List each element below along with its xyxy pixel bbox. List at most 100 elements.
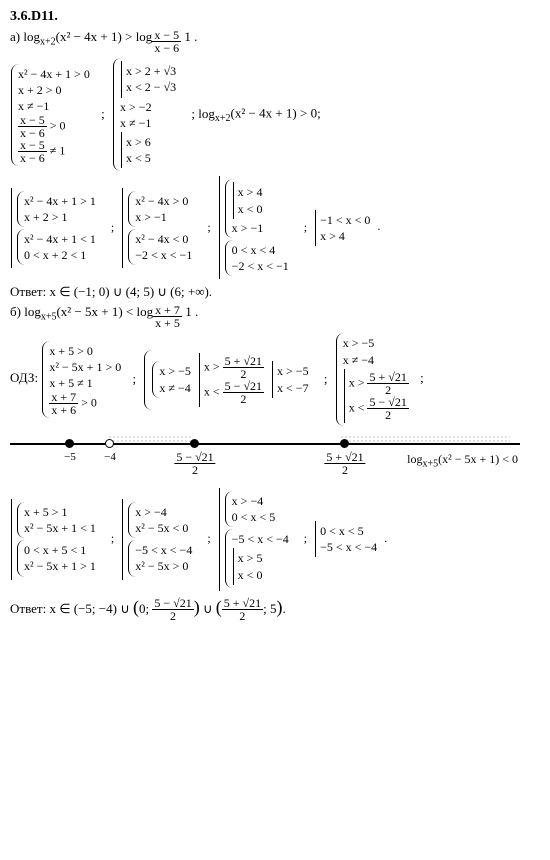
paren-r1: ) — [194, 597, 200, 617]
pt-neg5 — [65, 439, 74, 448]
sysB: x > −5 x ≠ −4 x > 5 + √212 x < 5 − √212 … — [144, 350, 315, 410]
part-b-problem: б) logx+5(x² − 5x + 1) < logx + 7x + 5 1… — [10, 304, 540, 330]
sysB-mid: x > 5 + √212 x < 5 − √212 — [199, 353, 267, 407]
sepBc2: ; — [207, 531, 210, 545]
sCm2l: x < — [349, 400, 365, 414]
sBm2d: 2 — [223, 393, 264, 405]
sys-2: x > 2 + √3 x < 2 − √3 x > −2 x ≠ −1 x > … — [113, 58, 183, 171]
sys2-b: x < 2 − √3 — [126, 79, 176, 95]
lab-root1: 5 − √212 — [174, 451, 215, 476]
number-line: −5 −4 5 − √212 5 + √212 logx+5(x² − 5x +… — [10, 435, 520, 469]
sepBc1: ; — [111, 531, 114, 545]
c2b0: x² − 4x < 0 — [135, 231, 192, 247]
sys2-r1: x > −2 — [120, 99, 180, 115]
sCm1l: x > — [349, 375, 365, 389]
c2a0: x² − 4x > 0 — [135, 193, 188, 209]
ex-arg: (x² − 5x + 1) < 0 — [438, 452, 518, 466]
rhs-expr-base: x+2 — [215, 113, 231, 124]
c3b1: −2 < x < −1 — [232, 258, 289, 274]
bc2a1: x² − 5x < 0 — [135, 520, 188, 536]
part-a-label: а) — [10, 29, 20, 44]
sCt1: x ≠ −4 — [343, 352, 413, 368]
lhs-arg: (x² − 4x + 1) — [56, 29, 122, 44]
c3a0: x > 4 — [238, 184, 263, 200]
lab-root2: 5 + √212 — [324, 451, 365, 476]
c1b0: x² − 4x + 1 < 1 — [24, 231, 96, 247]
sepB3: ; — [420, 371, 424, 386]
ex-base: x+5 — [422, 458, 438, 469]
lab-neg5: −5 — [64, 451, 76, 465]
rhs-one: 1 . — [184, 29, 197, 44]
chainA-4: −1 < x < 0 x > 4 — [315, 210, 373, 246]
sCt0: x > −5 — [343, 335, 413, 351]
sysA: x + 5 > 0 x² − 5x + 1 > 0 x + 5 ≠ 1 x + … — [42, 341, 124, 419]
bc1a0: x + 5 > 1 — [24, 504, 96, 520]
chainA-outer: x² − 4x + 1 > 1 x + 2 > 1 x² − 4x + 1 < … — [11, 188, 103, 269]
sCm1n: 5 + √21 — [367, 371, 408, 384]
hatch-1 — [108, 435, 193, 442]
part-b-odz: ОДЗ: x + 5 > 0 x² − 5x + 1 > 0 x + 5 ≠ 1… — [10, 332, 540, 426]
bans-i1l: 0; — [139, 601, 149, 616]
rhs-log: log — [136, 29, 153, 44]
b-rhs-bd: x + 5 — [153, 317, 182, 329]
sep-1: ; — [101, 106, 105, 121]
sys2-r3: x > 6 — [126, 134, 151, 150]
dot-end-a: . — [377, 220, 380, 234]
rhs-base-den: x − 6 — [152, 42, 181, 54]
problem-id: 3.6.D11. — [10, 8, 540, 26]
bans-post: . — [282, 601, 285, 616]
sBm1n: 5 + √21 — [223, 355, 264, 368]
part-a-problem: а) logx+2(x² − 4x + 1) > logx − 5x − 6 1… — [10, 29, 540, 55]
c1b1: 0 < x + 2 < 1 — [24, 247, 96, 263]
sysB-bot: x > −5 x < −7 — [272, 361, 312, 397]
sepB2: ; — [324, 371, 328, 386]
b-lhs-log: log — [24, 304, 41, 319]
chainA-2-outer: x² − 4x > 0 x > −1 x² − 4x < 0 −2 < x < … — [122, 188, 199, 269]
sBm2n: 5 − √21 — [223, 380, 264, 393]
bc3a0: x > −4 — [232, 493, 276, 509]
part-b-answer: Ответ: x ∈ (−5; −4) ∪ (0; 5 − √212) ∪ (5… — [10, 596, 540, 623]
chainA-3b: 0 < x < 4 −2 < x < −1 — [225, 240, 292, 276]
sCm2n: 5 − √21 — [367, 396, 408, 409]
lhs-base: x+2 — [40, 36, 56, 47]
axis — [10, 443, 520, 445]
sysC: x > −5 x ≠ −4 x > 5 + √212 x < 5 − √212 — [336, 333, 416, 425]
sBm1l: x > — [204, 359, 220, 373]
sBt1: x ≠ −4 — [159, 380, 191, 396]
chainA-3a-alt: x > 4 x < 0 — [233, 182, 266, 218]
sep-c1: ; — [111, 220, 114, 234]
part-a-answer: Ответ: x ∈ (−1; 0) ∪ (4; 5) ∪ (6; +∞). — [10, 284, 540, 300]
sCm1d: 2 — [367, 384, 408, 396]
sys1-r2: x + 2 > 0 — [18, 82, 90, 98]
sys2-r2: x ≠ −1 — [120, 115, 180, 131]
sBt0: x > −5 — [159, 363, 191, 379]
sA2: x + 5 ≠ 1 — [49, 375, 121, 391]
lt: < — [126, 304, 133, 319]
bc3b0: −5 < x < −4 — [232, 531, 289, 547]
lr2d: 2 — [324, 464, 365, 476]
c2b1: −2 < x < −1 — [135, 247, 192, 263]
sep-c3: ; — [304, 220, 307, 234]
sep-c2: ; — [207, 220, 210, 234]
sys1-f1r: > 0 — [50, 118, 66, 132]
sBm1d: 2 — [223, 368, 264, 380]
sepBc3: ; — [304, 531, 307, 545]
chainB-3b: −5 < x < −4 x > 5 x < 0 — [225, 529, 292, 588]
sys1-f2r: ≠ 1 — [50, 143, 66, 157]
chainA-3-outer: x > 4 x < 0 x > −1 0 < x < 4 −2 < x < −1 — [219, 176, 296, 279]
c4-0: −1 < x < 0 — [320, 212, 370, 228]
chainB-1a: x + 5 > 1 x² − 5x + 1 < 1 — [17, 502, 99, 538]
sCm2d: 2 — [367, 409, 408, 421]
lr1d: 2 — [174, 464, 215, 476]
bc3b2: x < 0 — [238, 567, 263, 583]
c3b0: 0 < x < 4 — [232, 242, 289, 258]
bc2b1: x² − 5x > 0 — [135, 558, 192, 574]
bc1b0: 0 < x + 5 < 1 — [24, 542, 96, 558]
part-b-chain: x + 5 > 1 x² − 5x + 1 < 1 0 < x + 5 < 1 … — [10, 487, 540, 592]
sA0: x + 5 > 0 — [49, 343, 121, 359]
bc2a0: x > −4 — [135, 504, 188, 520]
chainB-3b-alt: x > 5 x < 0 — [233, 548, 266, 584]
bans-pre: Ответ: x ∈ (−5; −4) ∪ — [10, 601, 130, 616]
hatch-2 — [340, 435, 510, 442]
part-a-domain-line: x² − 4x + 1 > 0 x + 2 > 0 x ≠ −1 x − 5x … — [10, 57, 540, 172]
